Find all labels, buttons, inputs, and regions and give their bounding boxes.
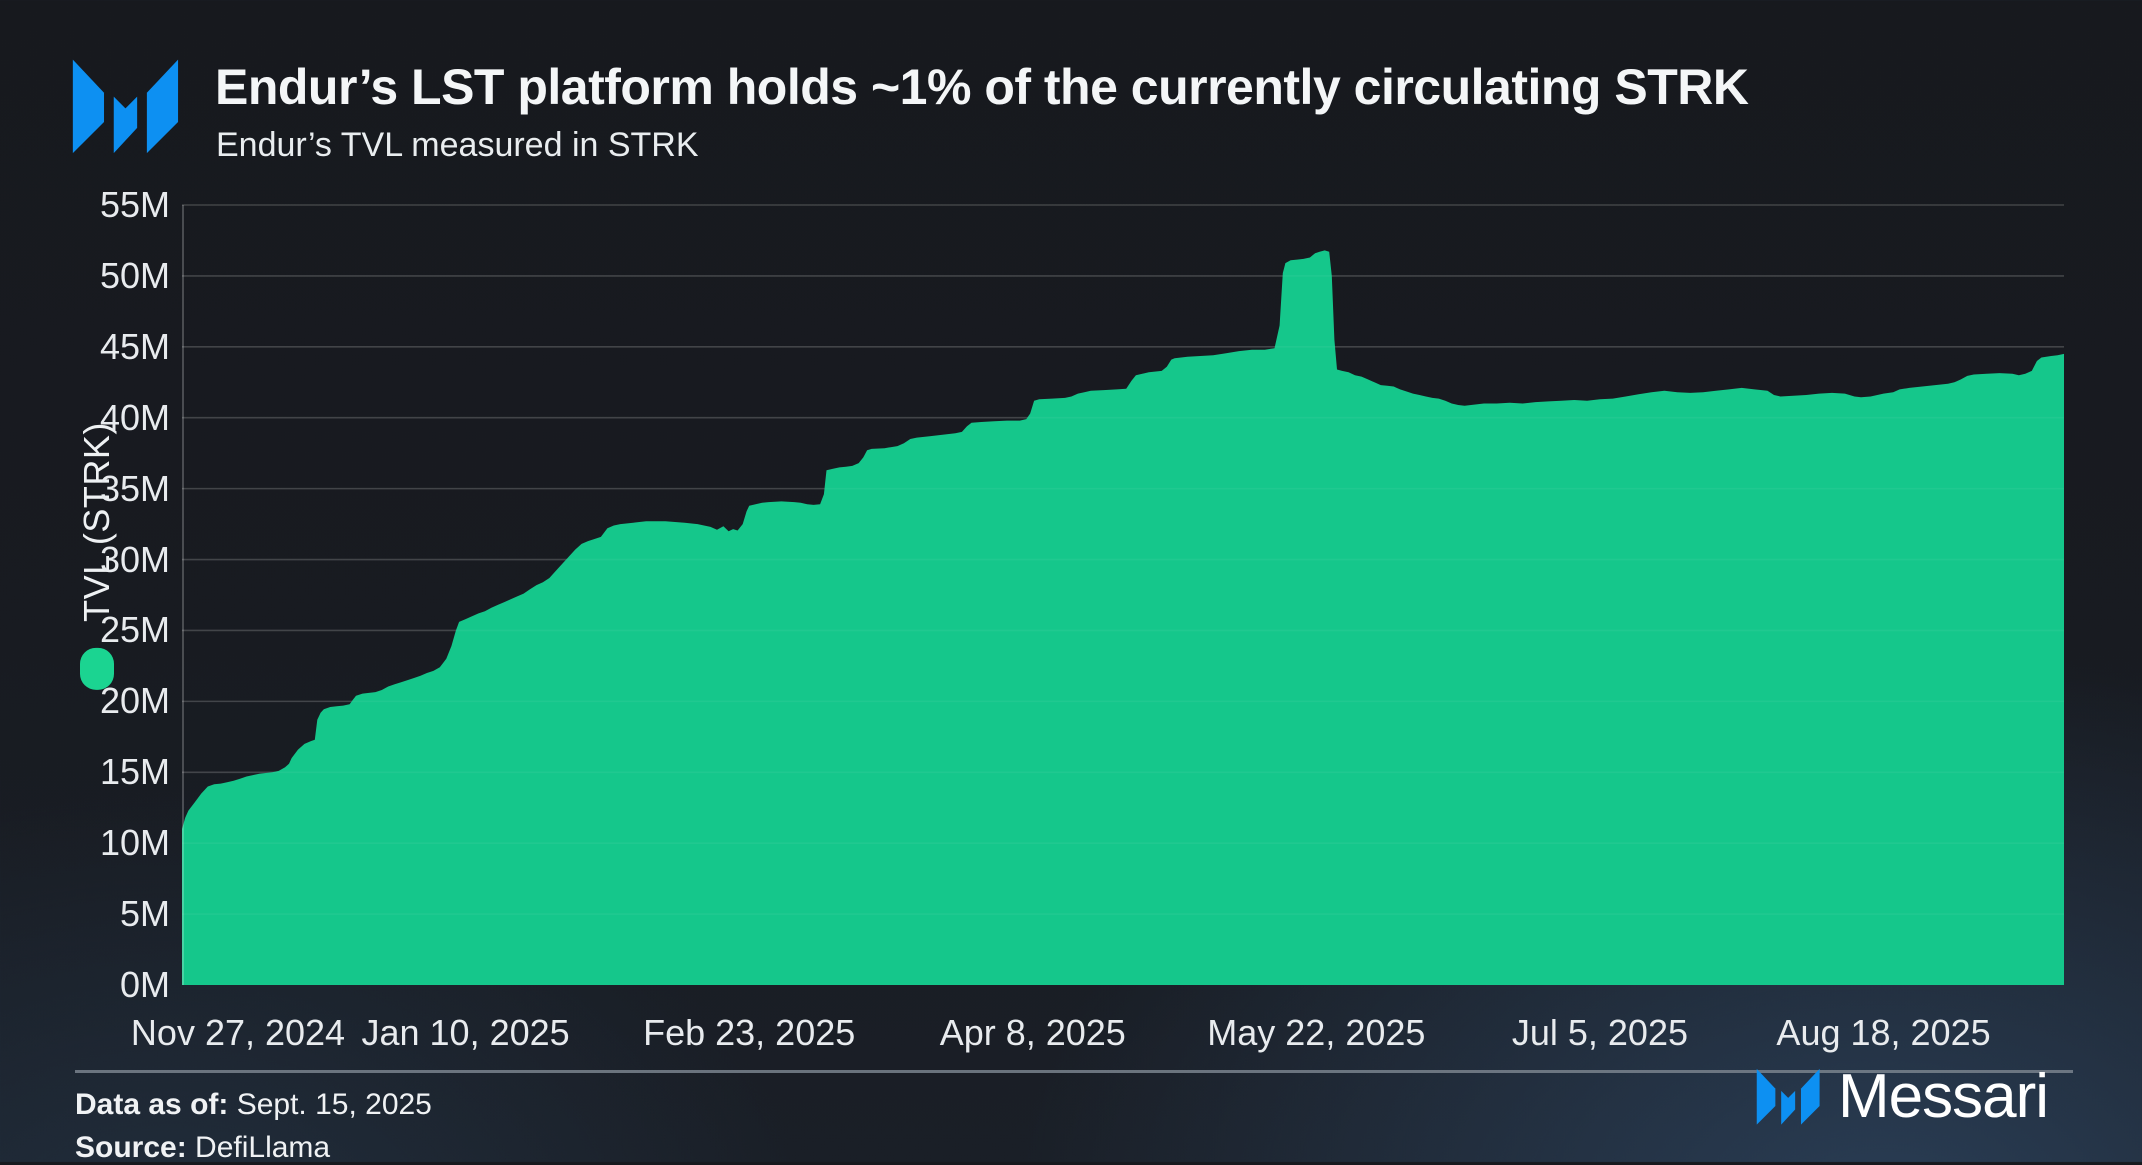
y-tick-5M: 5M: [119, 893, 170, 935]
x-tick-Apr-8-2025: Apr 8, 2025: [939, 1012, 1126, 1053]
messari-m-icon: [72, 59, 179, 154]
tvl-area-series: [182, 250, 2064, 985]
source-label: Source:: [75, 1131, 187, 1164]
y-tick-45M: 45M: [99, 325, 170, 367]
footer-messari-logo: [1753, 1063, 1821, 1127]
y-tick-15M: 15M: [99, 751, 170, 793]
data-as-of-label: Data as of:: [75, 1088, 229, 1121]
y-tick-30M: 30M: [99, 538, 170, 580]
logo-ribbon-2: [1781, 1090, 1796, 1125]
logo-ribbon-3: [1800, 1068, 1820, 1125]
logo-ribbon-2: [113, 96, 138, 154]
y-tick-55M: 55M: [99, 184, 170, 225]
y-tick-40M: 40M: [99, 396, 170, 438]
x-tick-Feb-23-2025: Feb 23, 2025: [643, 1012, 856, 1053]
data-as-of-value: Sept. 15, 2025: [228, 1088, 432, 1121]
source: Source: DefiLlama: [75, 1131, 330, 1165]
x-tick-Aug-18-2025: Aug 18, 2025: [1776, 1012, 1991, 1053]
logo-ribbon-1: [72, 59, 105, 154]
data-as-of: Data as of: Sept. 15, 2025: [75, 1088, 432, 1122]
messari-logo: [67, 47, 180, 160]
y-tick-35M: 35M: [99, 467, 170, 509]
x-tick-Jan-10-2025: Jan 10, 2025: [361, 1012, 570, 1053]
y-tick-25M: 25M: [99, 609, 170, 651]
logo-ribbon-1: [1756, 1068, 1776, 1125]
messari-m-icon: [1756, 1068, 1820, 1125]
source-value: DefiLlama: [186, 1131, 331, 1164]
page-title: Endur’s LST platform holds ~1% of the cu…: [215, 59, 1749, 115]
page-subtitle: Endur’s TVL measured in STRK: [216, 126, 699, 164]
x-tick-Nov-27-2024: Nov 27, 2024: [130, 1012, 346, 1053]
x-tick-Jul-5-2025: Jul 5, 2025: [1511, 1012, 1689, 1053]
y-tick-0M: 0M: [119, 964, 170, 1005]
logo-ribbon-3: [146, 59, 179, 154]
y-tick-10M: 10M: [99, 822, 170, 864]
footer-divider: [75, 1070, 2073, 1073]
y-tick-20M: 20M: [99, 680, 170, 722]
messari-wordmark: Messari: [1838, 1062, 2049, 1131]
y-tick-50M: 50M: [99, 254, 170, 296]
x-tick-May-22-2025: May 22, 2025: [1207, 1012, 1426, 1053]
